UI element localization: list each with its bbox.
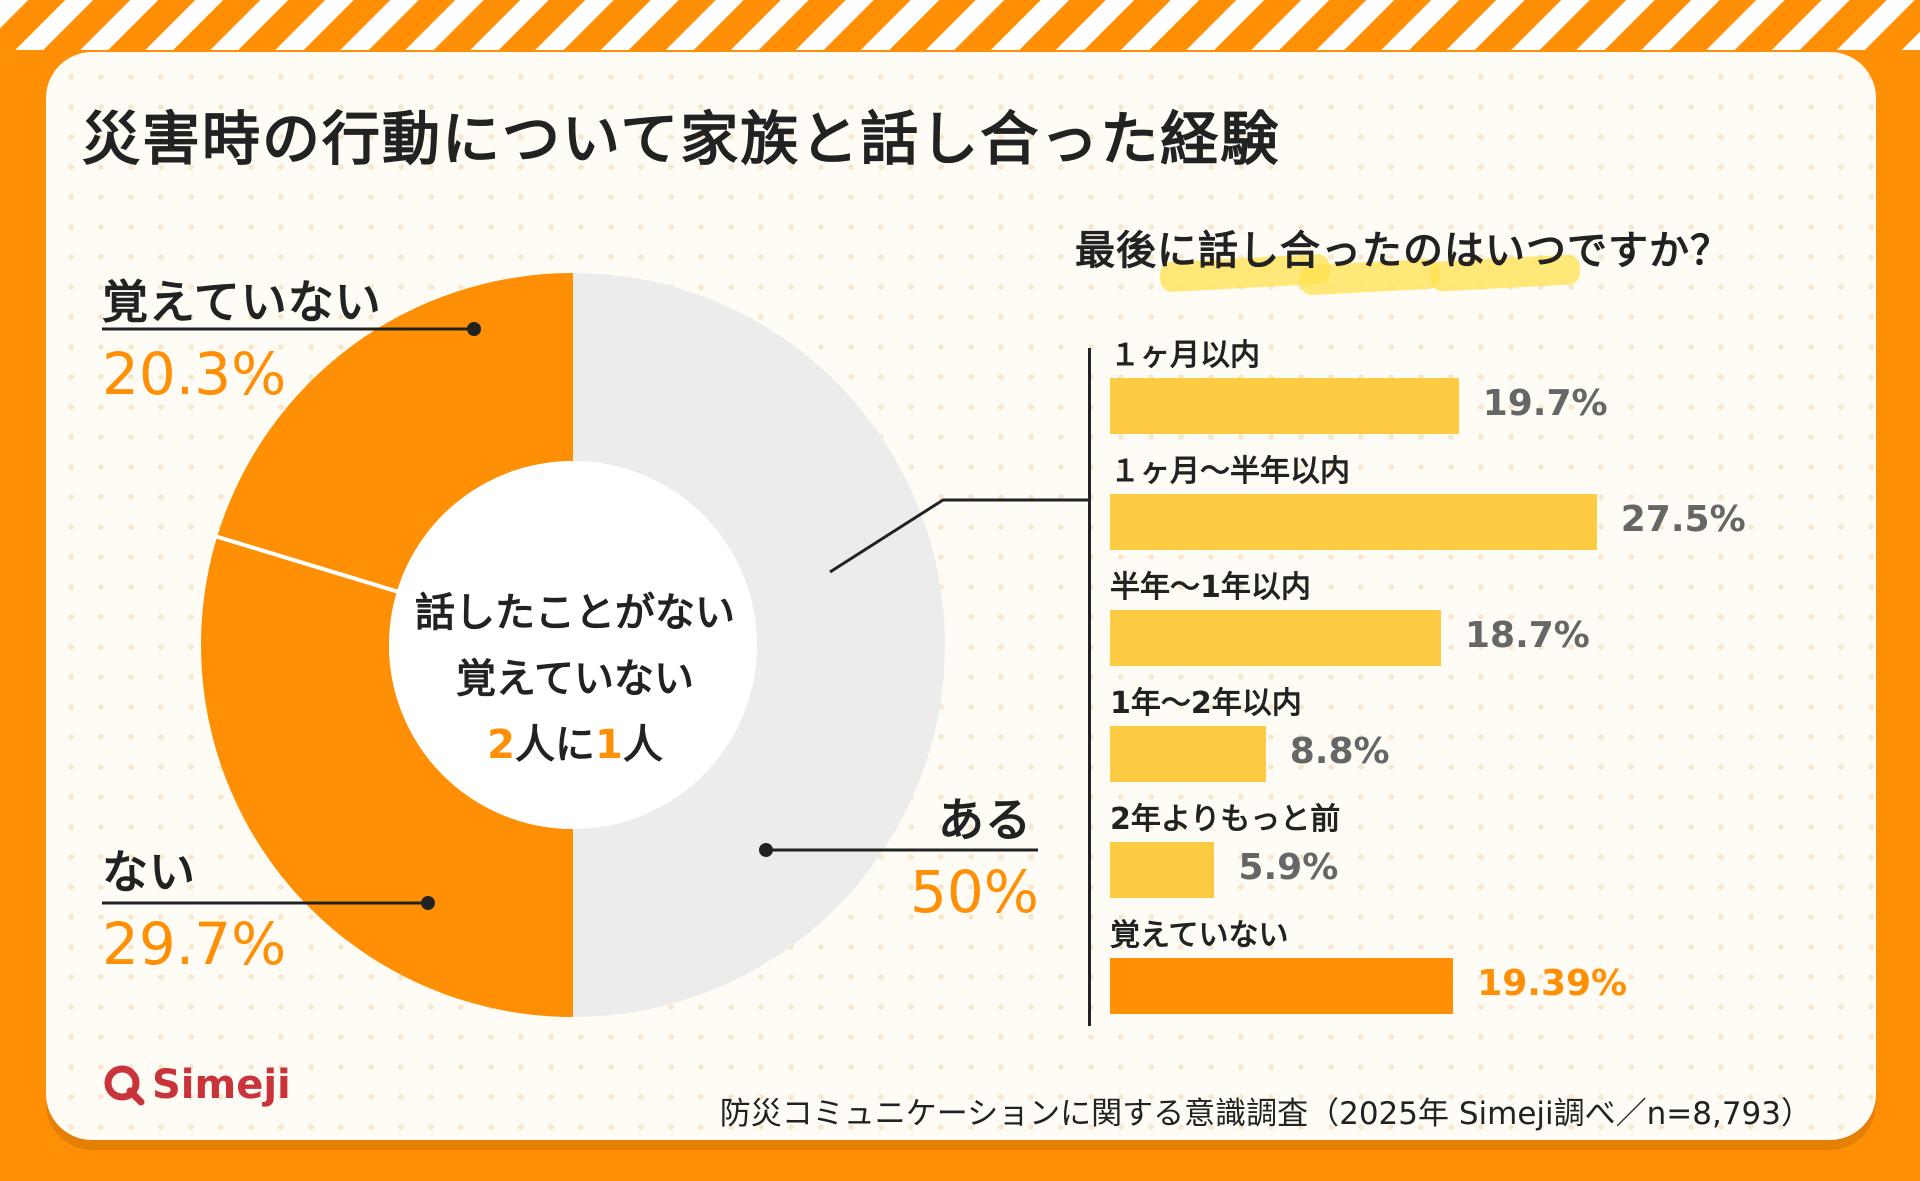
slice-label-oboete-inai: 覚えていない (102, 275, 382, 329)
bar-value-label: 19.7% (1482, 383, 1608, 424)
striped-top-border (0, 0, 1920, 50)
connector-line (829, 498, 1090, 574)
leader-dot-oboete (467, 322, 481, 336)
slice-value-aru: 50% (910, 858, 1039, 926)
center-line-1: 話したことがない (415, 590, 735, 636)
page-title: 災害時の行動について家族と話し合った経験 (82, 105, 1281, 173)
bar-value-label: 8.8% (1289, 731, 1390, 772)
bar (1110, 494, 1597, 550)
slice-value-nai: 29.7% (102, 910, 287, 978)
survey-footnote: 防災コミュニケーションに関する意識調査（2025年 Simeji調べ／n=8,7… (719, 1096, 1812, 1132)
bar-category-label: 半年〜1年以内 (1110, 570, 1311, 605)
donut-slice-1 (201, 536, 573, 1017)
donut-slice-2 (217, 273, 573, 592)
center-text-hito: 人 (622, 722, 663, 768)
center-num-2: 2 (487, 722, 515, 768)
center-line-3: 2人に1人 (375, 712, 775, 778)
donut-slice-0 (573, 273, 945, 1017)
slice-label-nai: ない (102, 845, 196, 899)
bar (1110, 726, 1266, 782)
center-num-1: 1 (595, 722, 623, 768)
bar-chart-title: 最後に話し合ったのはいつですか？ (1075, 228, 1731, 274)
slice-value-oboete-inai: 20.3% (102, 340, 287, 408)
donut-hole (389, 461, 757, 829)
bar-category-label: 覚えていない (1110, 918, 1289, 953)
donut-center-text: 話したことがない 覚えていない 2人に1人 (375, 580, 775, 778)
bar-value-label: 19.39% (1477, 963, 1628, 1004)
slice-separator (216, 534, 398, 594)
bar (1110, 378, 1459, 434)
leader-dot-aru (759, 843, 773, 857)
bar (1110, 842, 1215, 898)
bar-category-label: 1年〜2年以内 (1110, 686, 1302, 721)
bar-category-label: １ヶ月以内 (1110, 338, 1260, 373)
bar-value-label: 5.9% (1238, 847, 1339, 888)
slice-label-aru: ある (938, 793, 1032, 847)
center-line-2: 覚えていない (456, 656, 694, 702)
bar-value-label: 18.7% (1464, 615, 1590, 656)
center-text-hitoni: 人に (515, 722, 595, 768)
simeji-logo: Simeji (102, 1062, 291, 1108)
bar-axis-line (1088, 348, 1091, 1026)
bar (1110, 958, 1454, 1014)
bar-value-label: 27.5% (1620, 499, 1746, 540)
bar-category-label: １ヶ月〜半年以内 (1110, 454, 1350, 489)
bar-category-label: 2年よりもっと前 (1110, 802, 1341, 837)
brand-name: Simeji (152, 1062, 291, 1108)
simeji-q-logo-icon (104, 1065, 145, 1106)
bar (1110, 610, 1441, 666)
leader-dot-nai (421, 896, 435, 910)
